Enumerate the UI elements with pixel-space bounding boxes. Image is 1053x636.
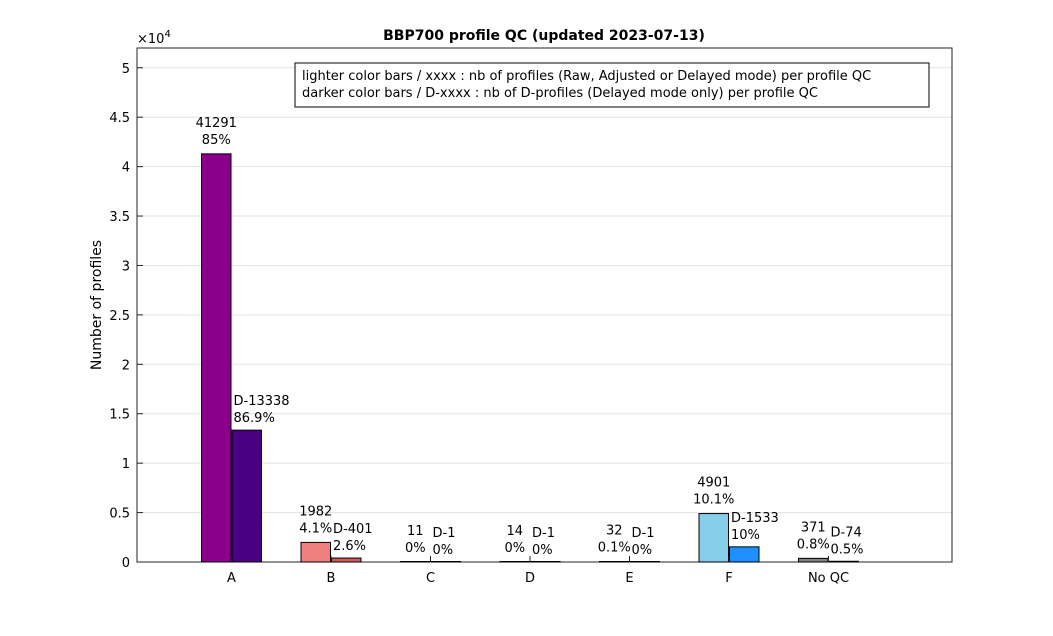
y-exponent-base: ×10: [137, 32, 164, 47]
y-tick-label: 5: [122, 62, 130, 77]
y-tick-label: 1: [122, 457, 130, 472]
bar-labels: 41291 85% 1982 4.1% 11 0% 14 0% 32 0.1% 4901 10.1% 3…: [196, 116, 864, 558]
bar-percent-label: 0.5%: [831, 542, 864, 557]
bar-delayed-profiles: [430, 561, 461, 563]
bar-count-label: D-1533: [731, 511, 779, 526]
legend-entry-darker: darker color bars / D-xxxx : nb of D-pro…: [302, 86, 818, 101]
legend-entry-lighter: lighter color bars / xxxx : nb of profil…: [302, 69, 871, 84]
x-tick-label: B: [327, 571, 336, 586]
bar-percent-label: 10%: [731, 528, 760, 543]
x-tick-label: D: [525, 571, 535, 586]
bar-delayed-profiles: [331, 557, 362, 563]
bar-percent-label: 0%: [532, 543, 553, 558]
axis-ticks: 0 0.5 1 1.5 2 2.5 3 3.5 4 4.5 5 A B C D E F No QC: [109, 62, 849, 586]
bar-count-label: D-13338: [234, 394, 290, 409]
bar-count-label: 14: [506, 524, 523, 539]
bar-all-profiles: [300, 541, 331, 563]
bar-count-label: 11: [407, 524, 424, 539]
bar-count-label: 41291: [196, 116, 237, 131]
x-tick-label: C: [426, 571, 435, 586]
y-tick-label: 3.5: [109, 210, 130, 225]
bar-count-label: D-74: [831, 525, 862, 540]
legend: lighter color bars / xxxx : nb of profil…: [294, 62, 930, 108]
bar-count-label: 4901: [697, 476, 730, 491]
bar-percent-label: 0%: [433, 543, 454, 558]
bar-delayed-profiles: [231, 429, 262, 563]
y-tick-label: 2.5: [109, 309, 130, 324]
bar-count-label: 1982: [299, 504, 332, 519]
x-tick-label: F: [725, 571, 732, 586]
bar-all-profiles: [698, 513, 729, 563]
bar-percent-label: 0.1%: [598, 541, 631, 556]
bars: [201, 153, 859, 563]
bar-percent-label: 0%: [504, 541, 525, 556]
bar-percent-label: 0%: [405, 541, 426, 556]
y-tick-label: 1.5: [109, 408, 130, 423]
chart-title: BBP700 profile QC (updated 2023-07-13): [383, 28, 705, 44]
bar-percent-label: 10.1%: [693, 493, 734, 508]
x-tick-label: No QC: [808, 571, 849, 586]
bar-percent-label: 2.6%: [333, 539, 366, 554]
bar-percent-label: 85%: [202, 133, 231, 148]
x-tick-label: E: [625, 571, 633, 586]
bar-delayed-profiles: [729, 546, 760, 563]
x-tick-label: A: [227, 571, 236, 586]
bar-delayed-profiles: [629, 561, 660, 563]
y-tick-label: 4: [122, 161, 130, 176]
bar-all-profiles: [499, 561, 530, 563]
bar-percent-label: 0%: [632, 543, 653, 558]
y-tick-label: 3: [122, 259, 130, 274]
bar-count-label: 32: [606, 524, 623, 539]
bar-count-label: D-1: [433, 526, 456, 541]
bar-delayed-profiles: [828, 560, 859, 563]
bar-count-label: D-401: [333, 522, 373, 537]
bar-all-profiles: [201, 153, 232, 563]
y-axis-label: Number of profiles: [89, 240, 105, 370]
legend-box: [294, 62, 930, 108]
bar-percent-label: 0.8%: [797, 537, 830, 552]
y-exponent-label: ×104: [137, 29, 171, 47]
bar-percent-label: 86.9%: [234, 411, 275, 426]
bar-count-label: 371: [801, 520, 826, 535]
y-tick-label: 4.5: [109, 111, 130, 126]
y-tick-label: 0.5: [109, 507, 130, 522]
bar-all-profiles: [798, 557, 829, 563]
bar-count-label: D-1: [532, 526, 555, 541]
bar-all-profiles: [599, 561, 630, 563]
y-exponent-power: 4: [164, 29, 170, 40]
y-tick-label: 2: [122, 358, 130, 373]
bar-all-profiles: [400, 561, 431, 563]
y-tick-label: 0: [122, 556, 130, 571]
bar-percent-label: 4.1%: [299, 521, 332, 536]
bar-count-label: D-1: [632, 526, 655, 541]
bar-delayed-profiles: [530, 561, 561, 563]
